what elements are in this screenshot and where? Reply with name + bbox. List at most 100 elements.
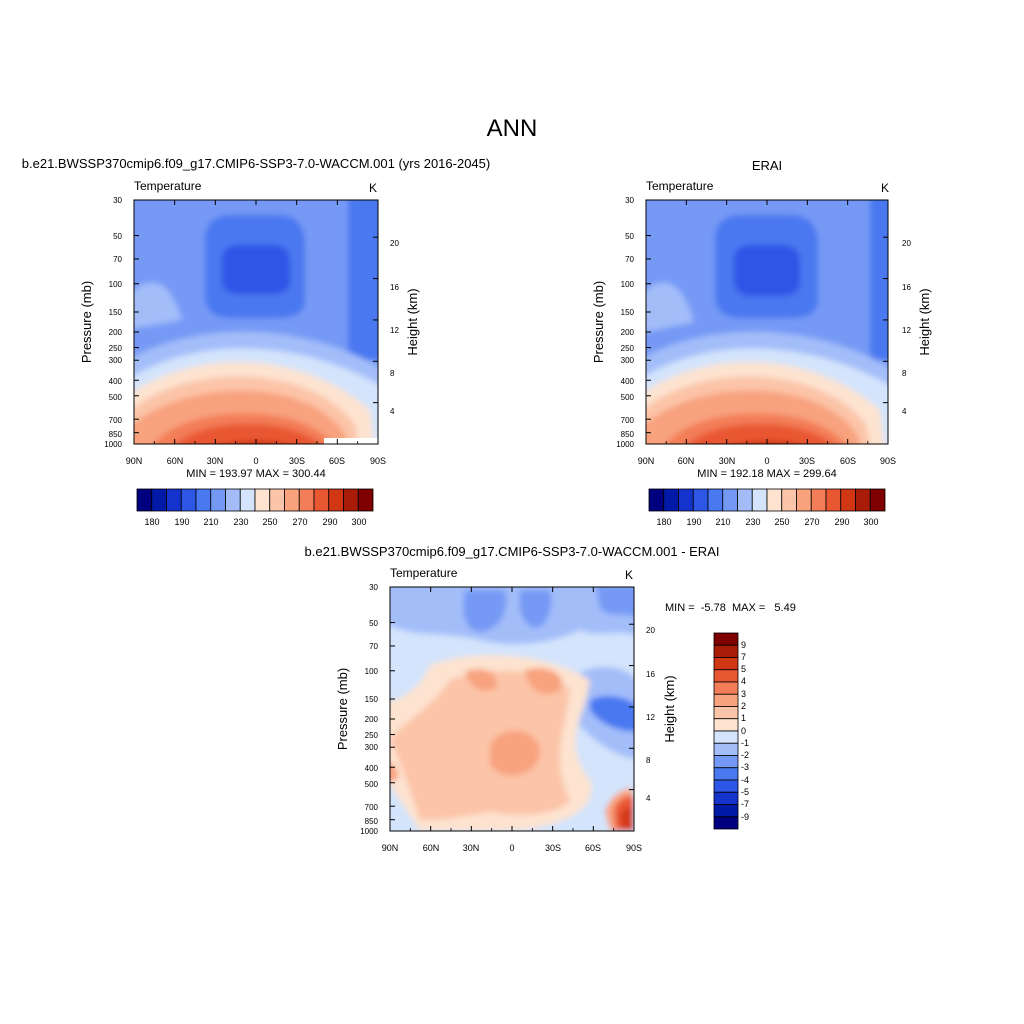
y-tick-label: 500 xyxy=(621,393,635,402)
x-tick-label: 90N xyxy=(638,456,655,466)
colorbar-box xyxy=(343,488,359,512)
colorbar-box xyxy=(648,488,665,512)
colorbar-box xyxy=(713,644,739,658)
y2-tick-label: 12 xyxy=(902,326,911,335)
colorbar-label: 190 xyxy=(174,517,189,527)
colorbar-box xyxy=(713,767,739,781)
x-tick-label: 60N xyxy=(678,456,695,466)
colorbar-box xyxy=(713,681,739,695)
y2-axis-label: Height (km) xyxy=(917,288,932,355)
colorbar-box xyxy=(713,804,739,818)
panel-diff: b.e21.BWSSP370cmip6.f09_g17.CMIP6-SSP3-7… xyxy=(305,544,796,853)
y-tick-label: 700 xyxy=(621,416,635,425)
y-tick-label: 100 xyxy=(621,280,635,289)
colorbar-box xyxy=(713,816,739,830)
colorbar-box xyxy=(713,730,739,744)
x-tick-label: 90S xyxy=(626,843,642,853)
panel-obs: ERAI Temperature K 90N xyxy=(591,158,932,527)
y-tick-label: 700 xyxy=(365,803,379,812)
colorbar-box xyxy=(151,488,167,512)
colorbar-box xyxy=(313,488,330,512)
y-tick-label: 200 xyxy=(621,328,635,337)
colorbar-box xyxy=(869,488,886,512)
colorbar-box xyxy=(713,742,739,756)
y-tick-label: 250 xyxy=(365,731,379,740)
panel-header: ERAI xyxy=(752,158,782,173)
y-tick-label: 400 xyxy=(365,764,379,773)
y2-axis-label: Height (km) xyxy=(405,288,420,355)
panel-left-label: Temperature xyxy=(646,179,714,193)
y2-tick-label: 8 xyxy=(902,369,907,378)
axis-ticks xyxy=(133,199,889,832)
y-tick-label: 850 xyxy=(365,817,379,826)
colorbar-box xyxy=(692,488,709,512)
y-axis: 30 50 70 100 150 200 250 300 400 500 700… xyxy=(616,196,634,449)
colorbar-box xyxy=(796,488,812,512)
y-tick-label: 250 xyxy=(109,344,123,353)
y-tick-label: 30 xyxy=(369,583,378,592)
y-tick-label: 1000 xyxy=(104,440,122,449)
colorbar-boxes xyxy=(713,632,739,830)
y-axis: 30 50 70 100 150 200 250 300 400 500 700… xyxy=(360,583,378,836)
y-tick-label: 200 xyxy=(109,328,123,337)
y-tick-label: 1000 xyxy=(616,440,634,449)
y-tick-label: 50 xyxy=(113,232,122,241)
stats-label: MIN = -5.78 MAX = 5.49 xyxy=(665,602,796,614)
figure-title: ANN xyxy=(487,115,538,142)
panel-header: b.e21.BWSSP370cmip6.f09_g17.CMIP6-SSP3-7… xyxy=(22,156,490,171)
colorbar-label: 210 xyxy=(715,517,730,527)
y-tick-label: 50 xyxy=(625,232,634,241)
stats-label: MIN = 192.18 MAX = 299.64 xyxy=(697,468,836,480)
colorbar-box xyxy=(781,488,797,512)
stats-label: MIN = 193.97 MAX = 300.44 xyxy=(186,468,325,480)
y-tick-label: 500 xyxy=(365,780,379,789)
colorbar-box xyxy=(713,669,739,683)
colorbar-box xyxy=(136,488,153,512)
x-tick-label: 60N xyxy=(167,456,184,466)
colorbar-label: 230 xyxy=(233,517,248,527)
colorbar-box xyxy=(239,488,256,512)
colorbar-label: 5 xyxy=(741,664,746,674)
x-tick-label: 90S xyxy=(880,456,896,466)
y-axis-label: Pressure (mb) xyxy=(591,281,606,363)
colorbar-box xyxy=(751,488,768,512)
y2-tick-label: 16 xyxy=(390,283,399,292)
x-tick-label: 60S xyxy=(585,843,601,853)
y-tick-label: 70 xyxy=(113,255,122,264)
x-tick-label: 0 xyxy=(764,456,769,466)
colorbar-label: 7 xyxy=(741,652,746,662)
y-tick-label: 50 xyxy=(369,619,378,628)
colorbar-label: 290 xyxy=(834,517,849,527)
x-tick-label: 90S xyxy=(370,456,386,466)
colorbar-label: -3 xyxy=(741,762,749,772)
x-tick-label: 60N xyxy=(423,843,440,853)
x-tick-label: 30S xyxy=(799,456,815,466)
colorbar-label: 0 xyxy=(741,726,746,736)
colorbar-box xyxy=(713,791,739,805)
colorbar-label: 1 xyxy=(741,713,746,723)
y-tick-label: 100 xyxy=(109,280,123,289)
colorbar-label: 190 xyxy=(686,517,701,527)
y2-tick-label: 4 xyxy=(646,794,651,803)
y2-tick-label: 4 xyxy=(390,407,395,416)
colorbar-box xyxy=(195,488,212,512)
x-tick-label: 60S xyxy=(840,456,856,466)
colorbar-label: 180 xyxy=(144,517,159,527)
y-tick-label: 100 xyxy=(365,667,379,676)
colorbar-box xyxy=(328,488,344,512)
y-axis: 30 50 70 100 150 200 250 300 400 500 700… xyxy=(104,196,122,449)
x-axis: 90N 60N 30N 0 30S 60S 90S xyxy=(382,843,642,853)
colorbar-label: 300 xyxy=(863,517,878,527)
y-tick-label: 150 xyxy=(621,308,635,317)
colorbar-label: -1 xyxy=(741,738,749,748)
y-tick-label: 30 xyxy=(113,196,122,205)
contour-field xyxy=(134,200,378,444)
x-tick-label: 0 xyxy=(253,456,258,466)
y-tick-label: 300 xyxy=(365,743,379,752)
colorbar-box xyxy=(766,488,783,512)
colorbar-label: 270 xyxy=(804,517,819,527)
colorbar-box xyxy=(298,488,315,512)
colorbar: 9 7 5 4 3 2 1 0 -1 -2 -3 -4 -5 -7 -9 xyxy=(713,632,749,830)
colorbar-box xyxy=(254,488,271,512)
colorbar-label: 2 xyxy=(741,701,746,711)
